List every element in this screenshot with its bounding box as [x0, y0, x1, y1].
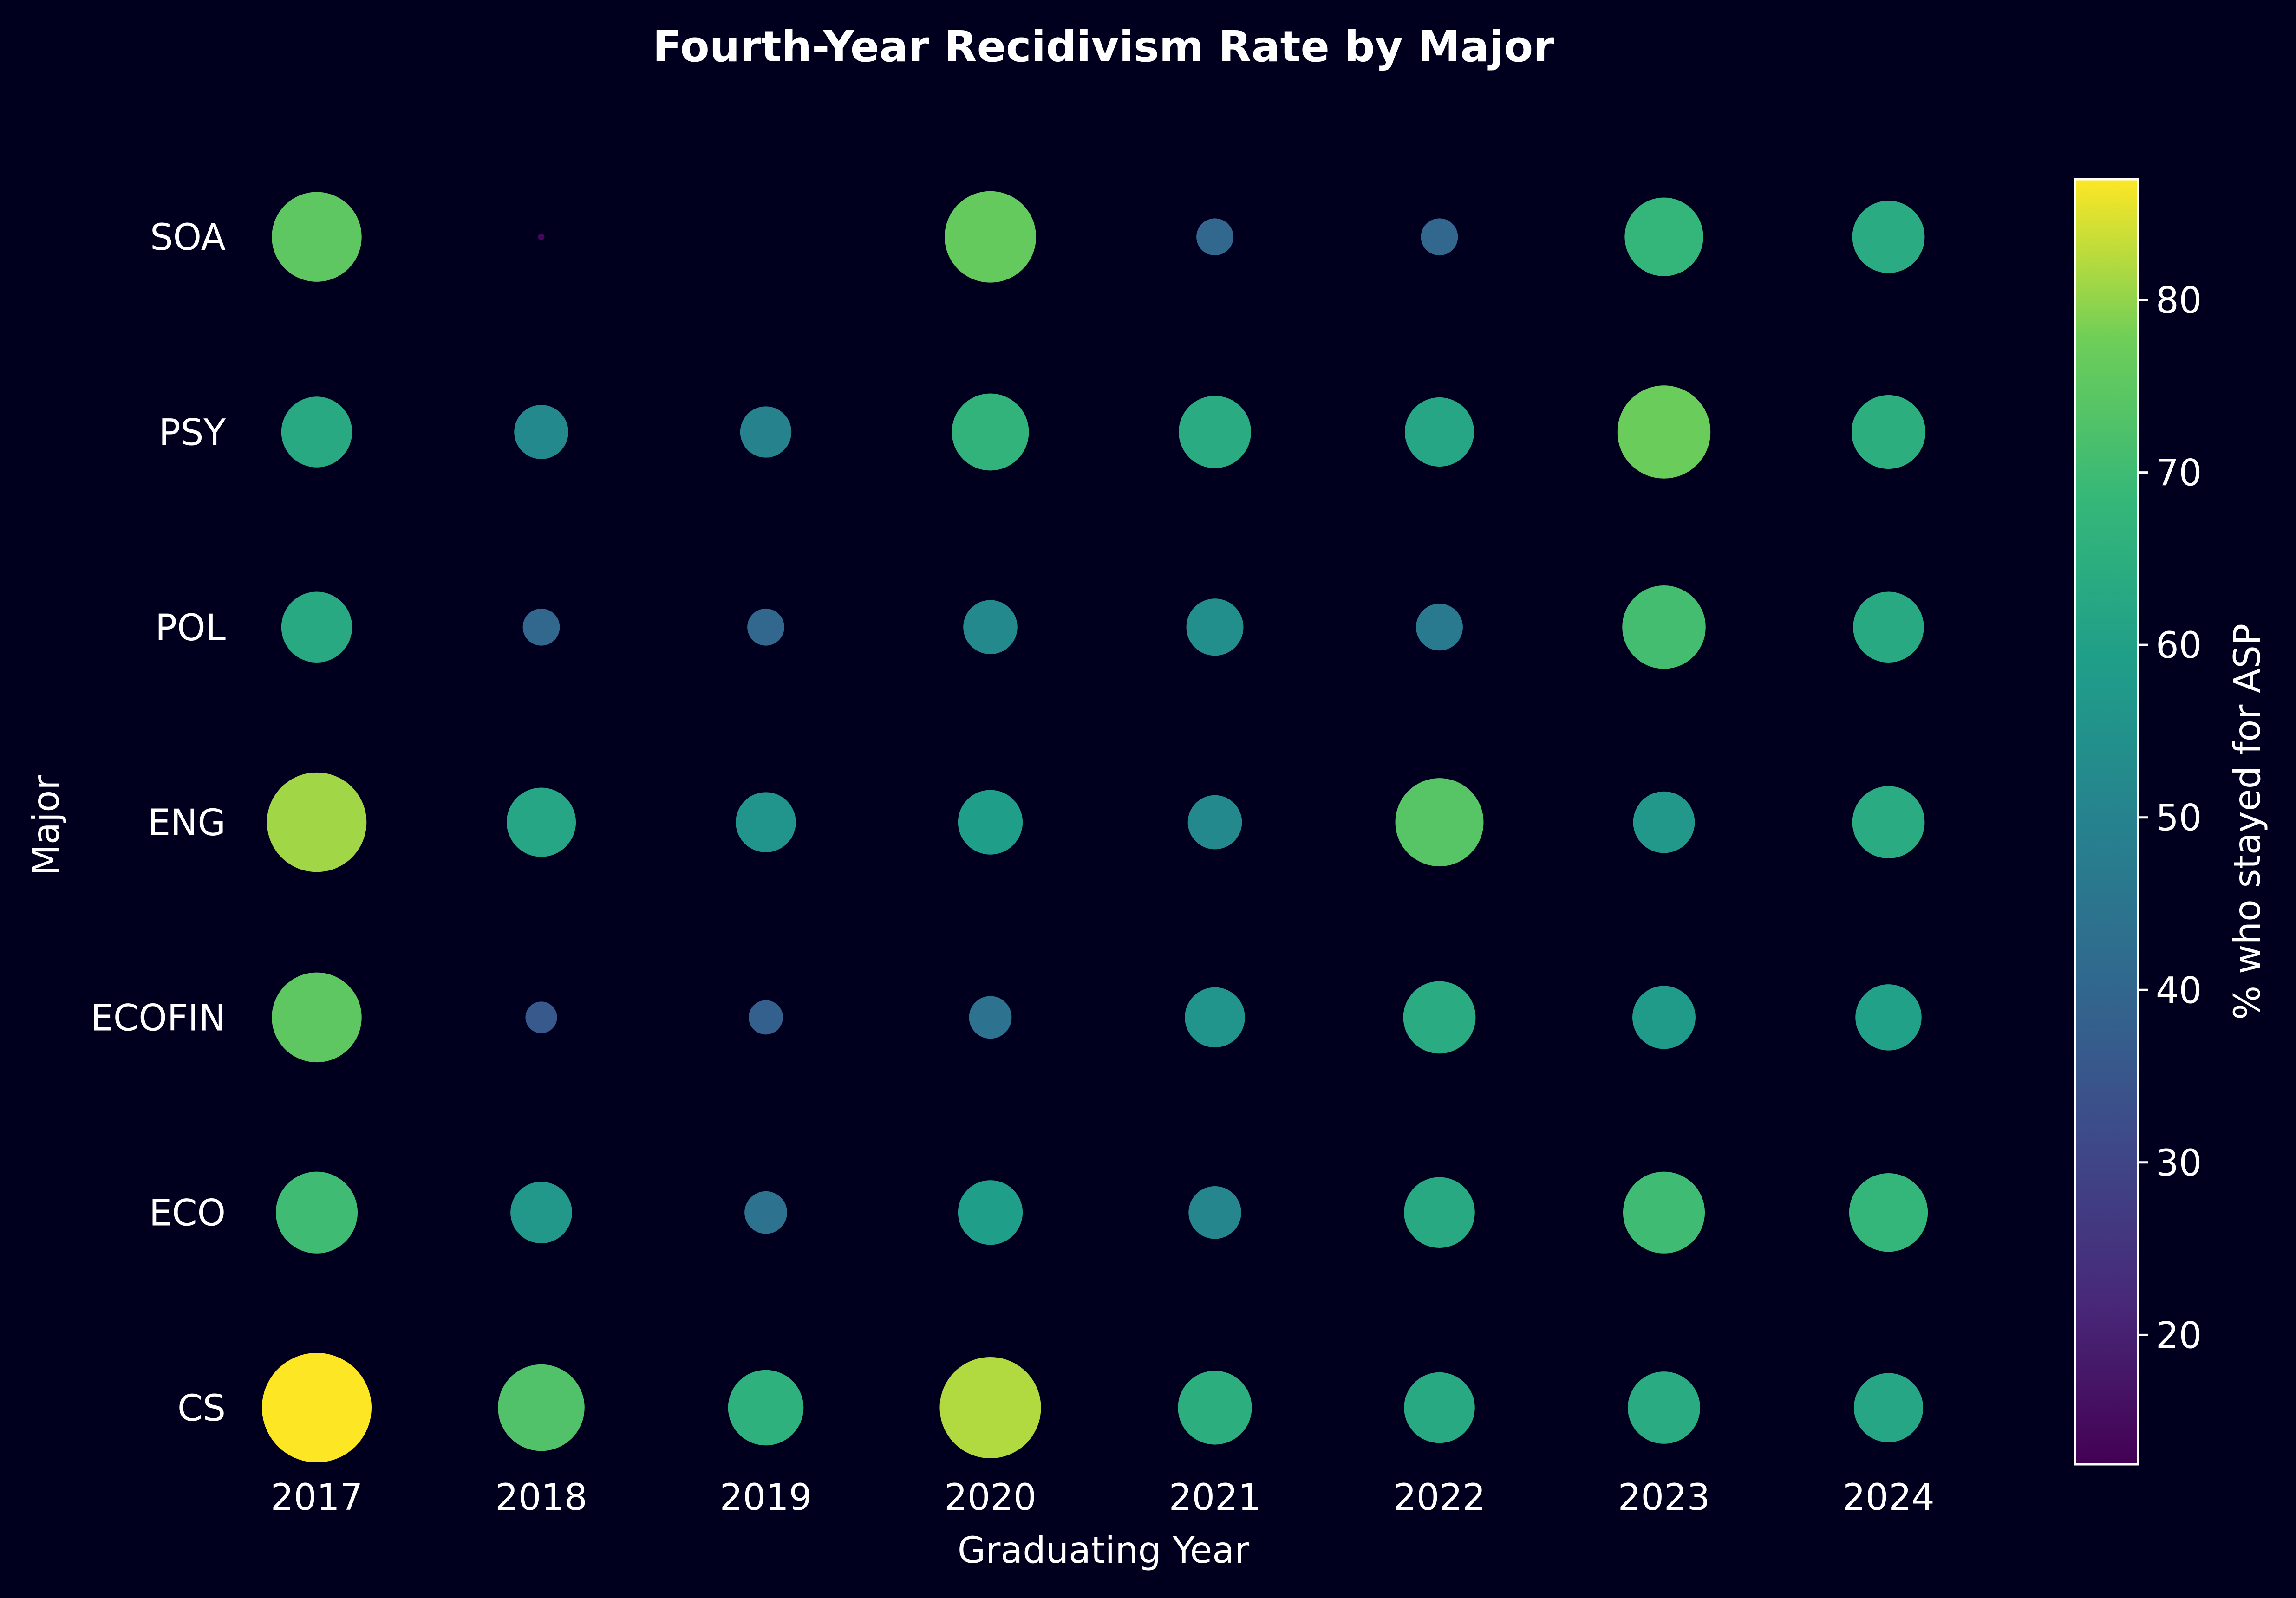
colorbar-tick-label: 30	[2156, 1143, 2202, 1184]
colorbar-tick-label: 70	[2156, 453, 2202, 494]
bubble-eco-2019	[744, 1191, 787, 1234]
bubble-pol-2018	[522, 608, 560, 646]
colorbar-tick-label: 40	[2156, 970, 2202, 1012]
bubble-eco-2023	[1623, 1171, 1705, 1254]
bubble-cs-2023	[1628, 1371, 1700, 1444]
bubble-cs-2019	[728, 1370, 804, 1446]
y-tick-label: PSY	[159, 412, 226, 454]
bubble-cs-2022	[1404, 1372, 1475, 1443]
colorbar-label: % who stayed for ASP	[2227, 624, 2269, 1020]
bubble-cs-2018	[498, 1364, 585, 1451]
bubble-pol-2022	[1416, 604, 1463, 651]
bubble-eco-2022	[1404, 1177, 1475, 1248]
y-axis-ticks: CS ECO ECOFIN ENG POL PSY SOA	[91, 217, 226, 1429]
bubble-ecofin-2023	[1632, 986, 1696, 1049]
y-tick-label: ECO	[149, 1193, 226, 1234]
bubble-psy-2019	[740, 406, 792, 458]
bubble-eng-2017	[267, 772, 367, 872]
bubble-eng-2021	[1187, 795, 1242, 850]
bubble-eng-2020	[958, 790, 1023, 855]
colorbar: 20 30 40 50 60 70 80 % who stayed for ASP	[2074, 178, 2269, 1466]
bubble-ecofin-2021	[1185, 987, 1245, 1048]
x-tick-label: 2021	[1169, 1477, 1261, 1519]
x-axis-label: Graduating Year	[958, 1530, 1250, 1572]
bubble-psy-2020	[952, 393, 1029, 471]
bubble-cs-2020	[939, 1357, 1041, 1459]
bubble-ecofin-2022	[1403, 981, 1476, 1054]
bubble-eco-2024	[1849, 1173, 1928, 1252]
bubble-eco-2017	[275, 1171, 358, 1254]
bubble-soa-2021	[1196, 218, 1233, 256]
bubble-soa-2024	[1852, 201, 1925, 273]
bubble-pol-2021	[1186, 598, 1244, 656]
bubble-ecofin-2024	[1855, 984, 1922, 1051]
y-tick-label: CS	[177, 1388, 226, 1429]
x-tick-label: 2019	[720, 1477, 812, 1519]
y-tick-label: POL	[155, 607, 226, 649]
bubble-pol-2017	[281, 591, 352, 663]
y-tick-label: ENG	[148, 802, 226, 844]
y-tick-label: SOA	[150, 217, 226, 259]
y-axis-label: Major	[26, 775, 67, 876]
bubble-psy-2021	[1179, 396, 1251, 468]
bubble-cs-2017	[262, 1353, 372, 1462]
bubble-soa-2023	[1624, 197, 1703, 276]
colorbar-tick-label: 20	[2156, 1315, 2202, 1357]
bubble-eng-2022	[1395, 778, 1484, 867]
bubble-eco-2020	[958, 1180, 1023, 1245]
y-tick-label: ECOFIN	[91, 997, 226, 1039]
bubble-soa-2022	[1421, 218, 1458, 256]
plot-area	[262, 191, 1928, 1462]
x-tick-label: 2024	[1842, 1477, 1935, 1519]
colorbar-fill	[2074, 178, 2139, 1466]
bubble-eng-2019	[736, 792, 796, 852]
bubble-cs-2021	[1178, 1371, 1252, 1445]
bubble-pol-2019	[747, 608, 784, 646]
bubble-psy-2024	[1851, 395, 1926, 469]
x-tick-label: 2023	[1618, 1477, 1710, 1519]
bubble-eco-2021	[1188, 1186, 1241, 1239]
bubble-soa-2018	[538, 234, 545, 240]
bubble-psy-2018	[514, 405, 568, 459]
bubble-ecofin-2018	[525, 1001, 557, 1033]
colorbar-tick-label: 80	[2156, 280, 2202, 322]
chart-title: Fourth-Year Recidivism Rate by Major	[652, 22, 1554, 71]
bubble-ecofin-2020	[969, 996, 1012, 1039]
bubble-psy-2017	[281, 396, 352, 468]
bubble-pol-2020	[963, 600, 1018, 655]
bubble-psy-2022	[1404, 397, 1474, 467]
x-tick-label: 2018	[495, 1477, 587, 1519]
colorbar-tick-label: 60	[2156, 625, 2202, 667]
bubble-eng-2023	[1633, 791, 1695, 853]
bubble-cs-2024	[1853, 1373, 1924, 1442]
bubble-eng-2018	[506, 787, 576, 857]
bubble-soa-2020	[945, 191, 1036, 283]
bubble-soa-2017	[272, 192, 362, 282]
colorbar-ticks: 20 30 40 50 60 70 80	[2138, 280, 2202, 1357]
x-axis-ticks: 2017 2018 2019 2020 2021 2022 2023 2024	[271, 1477, 1935, 1519]
x-tick-label: 2017	[271, 1477, 363, 1519]
bubble-psy-2023	[1617, 385, 1711, 479]
bubble-ecofin-2017	[272, 972, 362, 1063]
colorbar-tick-label: 50	[2156, 798, 2202, 839]
x-tick-label: 2022	[1393, 1477, 1486, 1519]
bubble-pol-2024	[1853, 591, 1924, 663]
bubble-ecofin-2019	[749, 1000, 783, 1035]
x-tick-label: 2020	[944, 1477, 1037, 1519]
bubble-pol-2023	[1622, 585, 1706, 669]
bubble-eco-2018	[510, 1182, 572, 1244]
bubble-eng-2024	[1852, 786, 1925, 859]
